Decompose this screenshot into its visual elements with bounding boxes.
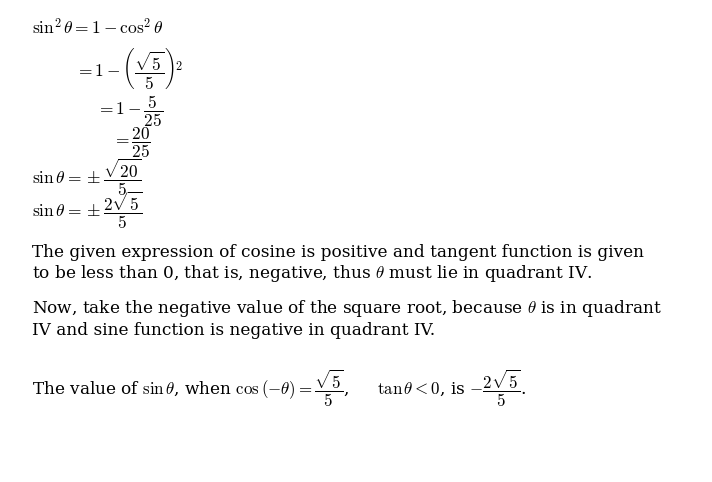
Text: The value of $\mathrm{sin}\,\theta$, when $\mathrm{cos}\,(-\theta) = \dfrac{\sqr: The value of $\mathrm{sin}\,\theta$, whe…	[32, 367, 350, 409]
Text: $\mathrm{sin}\,\theta = \pm\dfrac{\sqrt{20}}{5}$: $\mathrm{sin}\,\theta = \pm\dfrac{\sqrt{…	[32, 156, 141, 198]
Text: $= 1 - \dfrac{5}{25}$: $= 1 - \dfrac{5}{25}$	[96, 93, 163, 129]
Text: IV and sine function is negative in quadrant IV.: IV and sine function is negative in quad…	[32, 321, 435, 339]
Text: $\mathrm{tan}\,\theta < 0$, is $-\dfrac{2\sqrt{5}}{5}$.: $\mathrm{tan}\,\theta < 0$, is $-\dfrac{…	[377, 367, 527, 409]
Text: $= \dfrac{20}{25}$: $= \dfrac{20}{25}$	[112, 126, 151, 161]
Text: Now, take the negative value of the square root, because $\theta$ is in quadrant: Now, take the negative value of the squa…	[32, 298, 661, 319]
Text: to be less than 0, that is, negative, thus $\theta$ must lie in quadrant IV.: to be less than 0, that is, negative, th…	[32, 263, 592, 284]
Text: $= 1 - \left(\dfrac{\sqrt{5}}{5}\right)^{\!2}$: $= 1 - \left(\dfrac{\sqrt{5}}{5}\right)^…	[75, 46, 183, 91]
Text: $\mathrm{sin}^2\,\theta = 1 - \mathrm{cos}^2\,\theta$: $\mathrm{sin}^2\,\theta = 1 - \mathrm{co…	[32, 18, 164, 38]
Text: The given expression of cosine is positive and tangent function is given: The given expression of cosine is positi…	[32, 243, 644, 261]
Text: $\mathrm{sin}\,\theta = \pm\dfrac{2\sqrt{5}}{5}$: $\mathrm{sin}\,\theta = \pm\dfrac{2\sqrt…	[32, 190, 142, 231]
